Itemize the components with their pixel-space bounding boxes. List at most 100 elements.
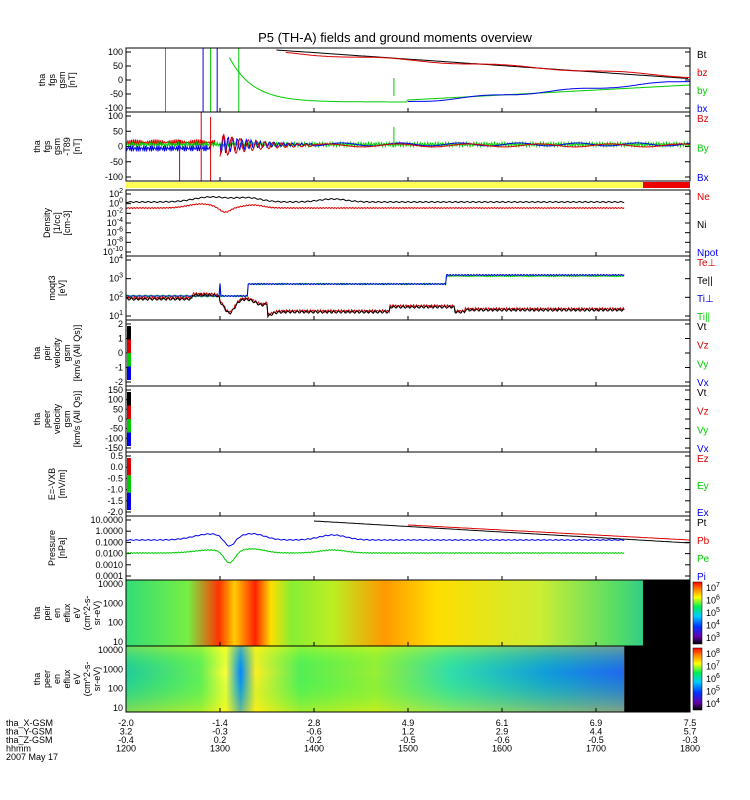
legend-density: Ne: [697, 192, 710, 203]
legend-fgs-sm: By: [697, 144, 709, 155]
ylabel-line: [1/cc]: [52, 212, 62, 234]
ylabel-line: tha: [32, 347, 42, 360]
panel-electron-spectrogram: tha peer en eflux eV (cm^2-s-sr-eV) 10000 1000 1…: [32, 645, 720, 713]
ytick-label: 100: [109, 198, 123, 209]
spectrogram-image: [126, 580, 643, 646]
panel-temperature: moqt3 [eV] 104 103 102 101 Te⊥ Te|| Ti⊥ Ti||: [47, 254, 716, 323]
ylabel-line: Density: [42, 207, 52, 238]
series-bx-spikes: [202, 48, 218, 112]
mode-bar-red: [643, 182, 690, 188]
series-start-segment: [127, 326, 131, 340]
ytick-label: 104: [109, 254, 123, 265]
ylabel-line: peer: [42, 670, 52, 688]
colorbar-label: 103: [706, 632, 720, 643]
xaxis-value: 0.2: [214, 735, 227, 745]
ylabel-line: [eV]: [57, 280, 67, 296]
ytick-label: 1000: [103, 664, 123, 674]
series-Pb: [407, 524, 690, 541]
panel-pressure: Pressure [nPa]10.00001.00000.10000.01000.…: [47, 515, 710, 583]
xaxis-value: -0.5: [588, 735, 604, 745]
ytick-label: 1: [118, 334, 123, 344]
plot-area-pressure: [126, 520, 690, 564]
xaxis-value: 7.5: [684, 718, 697, 728]
ytick-label: 100: [108, 47, 123, 57]
legend-efield: Ex: [697, 508, 709, 519]
ytick-label: 1000: [103, 598, 123, 608]
xaxis-value: 1700: [586, 744, 606, 754]
ytick-label: -2.0: [107, 507, 123, 517]
ytick-label: 0.5: [110, 451, 123, 461]
colorbar-gradient: [692, 581, 703, 645]
xaxis-value: -0.3: [212, 727, 228, 737]
ylabel-line: moqt3: [47, 275, 57, 300]
series-by-spikes: [164, 48, 395, 112]
legend-temperature: Te⊥: [697, 258, 716, 269]
ylabel-temperature: moqt3 [eV]: [47, 275, 67, 300]
panel-fgs-sm: tha fgs gsm -T89 [nT] 100 50 0 -50 -100 Bz By Bx: [32, 111, 709, 184]
ylabel-line: eflux: [62, 603, 72, 623]
ylabel-electron-spectrogram: tha peer en eflux eV (cm^2-s-sr-eV): [32, 662, 102, 697]
ylabel-line: gsm: [62, 410, 72, 427]
ytick-label: -100: [105, 172, 123, 182]
ytick-label: 0.0010: [95, 560, 123, 570]
legend-efield: Ey: [697, 481, 709, 492]
series-start-segment: [127, 405, 131, 419]
xaxis-value: 2.9: [496, 727, 509, 737]
legend-temperature: Te||: [697, 276, 713, 287]
ylabel-density: Density [1/cc] [cm-3]: [42, 207, 72, 238]
series-start-segment: [127, 492, 131, 510]
ylabel-line: eV: [72, 607, 82, 618]
xaxis-value: -0.6: [494, 735, 510, 745]
series-start-segment: [127, 392, 131, 406]
legend-electron-velocity: Vx: [697, 444, 709, 455]
series-start-segment: [127, 458, 131, 476]
xaxis-row-label: hhmm: [6, 744, 31, 754]
ytick-label: -50: [110, 424, 123, 434]
ylabel-line: [nPa]: [57, 537, 67, 558]
ylabel-line: peer: [42, 410, 52, 428]
ytick-label: 1.0000: [95, 526, 123, 536]
series-start-segment: [127, 432, 131, 446]
panel-ion-velocity: tha peir velocity gsm [km/s (All Qs)] 2 1 0 -1 -2…: [32, 319, 709, 389]
ylabel-ion-spectrogram: tha peir en eflux eV (cm^2-s-sr-eV): [32, 596, 102, 631]
panel-frame: [125, 515, 691, 581]
plot-area-electron-velocity: [127, 392, 131, 446]
ylabel-line: [km/s (All Qs)]: [72, 391, 82, 448]
ytick-label: 2: [118, 319, 123, 329]
series-Bx: [126, 144, 212, 153]
ylabel-ion-velocity: tha peir velocity gsm [km/s (All Qs)]: [32, 325, 82, 382]
legend-fgs: bx: [697, 104, 708, 115]
legend-fgs: by: [697, 86, 708, 97]
plot-area-temperature: [126, 273, 625, 319]
ytick-label: 10: [113, 703, 123, 713]
xaxis-value: -0.5: [400, 735, 416, 745]
legend-electron-velocity: Vy: [697, 425, 708, 436]
xaxis-value: 5.7: [684, 727, 697, 737]
series-Ni: [126, 195, 625, 204]
series-bx: [408, 81, 690, 102]
legend-pressure: Pb: [697, 536, 710, 547]
legend-ion-velocity: Vx: [697, 378, 709, 389]
ylabel-line: fgs: [42, 140, 52, 153]
plot-area-density: [126, 195, 625, 213]
ylabel-fgs: tha fgs gsm [nT]: [37, 71, 77, 88]
xaxis-value: -0.6: [306, 727, 322, 737]
panel-density: Density [1/cc] [cm-3]10210010-210-410-610-…: [42, 188, 718, 259]
xaxis-value: -0.4: [118, 735, 134, 745]
colorbar-label: 104: [706, 698, 720, 709]
panel-frame: [125, 319, 691, 387]
ytick-label: 0.0001: [95, 571, 123, 581]
ytick-label: -100: [105, 103, 123, 113]
xaxis-value: 1.2: [402, 727, 415, 737]
xaxis-value: 3.2: [120, 727, 133, 737]
ylabel-line: tha: [32, 140, 42, 153]
ylabel-line: velocity: [52, 403, 62, 434]
ylabel-line: velocity: [52, 337, 62, 368]
series-Bz-spikes: [179, 112, 212, 181]
ytick-label: 0.0: [110, 462, 123, 472]
xaxis-value: 1200: [116, 744, 136, 754]
colorbar-label: 107: [706, 582, 720, 593]
ytick-label: 10-4: [107, 217, 123, 228]
legend-temperature: Ti⊥: [697, 294, 714, 305]
plot-area-fgs: [164, 48, 690, 112]
